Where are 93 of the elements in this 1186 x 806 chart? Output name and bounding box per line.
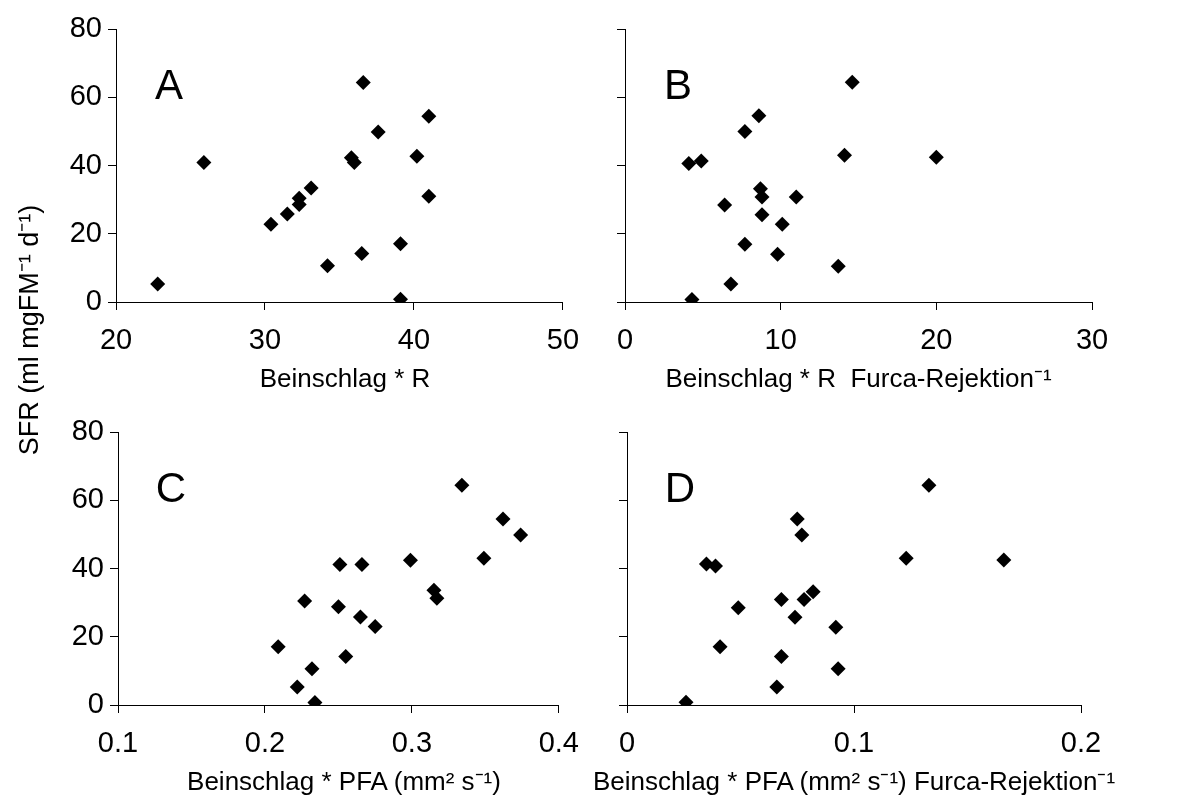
point bbox=[996, 552, 1012, 568]
point bbox=[263, 216, 279, 232]
point bbox=[737, 236, 753, 252]
annotation: A bbox=[154, 60, 184, 108]
point bbox=[196, 154, 212, 170]
point bbox=[367, 619, 383, 635]
point bbox=[844, 74, 860, 90]
point bbox=[429, 590, 445, 606]
y-axis-title: SFR (ml mgFM⁻¹ d⁻¹) bbox=[12, 204, 45, 456]
point bbox=[421, 188, 437, 204]
y-tick-label: 80 bbox=[71, 414, 104, 446]
x-axis-title: Beinschlag * PFA (mm² s⁻¹) bbox=[187, 766, 501, 796]
point bbox=[773, 592, 789, 608]
point bbox=[454, 477, 470, 493]
point bbox=[370, 124, 386, 140]
y-tick-label: 60 bbox=[69, 79, 102, 112]
point bbox=[513, 527, 529, 543]
point bbox=[304, 661, 320, 677]
point bbox=[393, 236, 409, 252]
point bbox=[354, 246, 370, 262]
point bbox=[270, 639, 286, 655]
point bbox=[402, 552, 418, 568]
x-tick-label: 40 bbox=[397, 323, 431, 356]
point bbox=[836, 147, 852, 163]
y-tick-label: 80 bbox=[69, 11, 102, 43]
y-tick-label: 20 bbox=[69, 215, 102, 248]
x-tick-label: 50 bbox=[546, 323, 579, 356]
point bbox=[794, 527, 810, 543]
point bbox=[769, 679, 785, 695]
point bbox=[830, 661, 846, 677]
point bbox=[796, 592, 812, 608]
point bbox=[928, 149, 944, 165]
x-tick-label: 10 bbox=[764, 323, 797, 356]
point bbox=[320, 258, 336, 274]
x-tick-label: 30 bbox=[1075, 323, 1109, 356]
x-tick-label: 20 bbox=[920, 323, 953, 356]
point bbox=[788, 189, 804, 205]
point bbox=[708, 558, 724, 574]
point bbox=[717, 197, 733, 213]
point bbox=[730, 600, 746, 616]
y-tick-label: 20 bbox=[71, 618, 104, 651]
point bbox=[723, 276, 739, 292]
x-tick-label: 0.4 bbox=[538, 726, 580, 759]
point bbox=[828, 619, 844, 635]
point bbox=[751, 108, 767, 124]
point bbox=[770, 246, 786, 262]
annotation: D bbox=[664, 463, 696, 511]
point bbox=[338, 649, 354, 665]
point bbox=[352, 609, 368, 625]
point bbox=[754, 207, 770, 223]
x-tick-label: 0.1 bbox=[97, 726, 139, 759]
y-tick-label: 40 bbox=[71, 550, 104, 583]
point bbox=[712, 639, 728, 655]
annotation: B bbox=[663, 60, 693, 108]
x-tick-label: 0.2 bbox=[1060, 726, 1102, 759]
annotation: C bbox=[155, 463, 187, 511]
x-tick-label: 0 bbox=[616, 323, 634, 356]
point bbox=[355, 75, 371, 91]
y-tick-label: 40 bbox=[69, 147, 102, 180]
point bbox=[787, 609, 803, 625]
x-tick-label: 30 bbox=[248, 323, 282, 356]
point bbox=[789, 511, 805, 527]
x-tick-label: 0.1 bbox=[833, 726, 875, 759]
point bbox=[421, 108, 437, 124]
x-axis-title: Beinschlag * PFA (mm² s⁻¹) Furca-Rejektion⁻¹ bbox=[592, 766, 1116, 796]
point bbox=[297, 593, 313, 609]
point bbox=[409, 148, 425, 164]
point bbox=[898, 550, 914, 566]
point bbox=[773, 649, 789, 665]
point bbox=[332, 556, 348, 572]
point bbox=[279, 206, 295, 222]
x-axis-title: Beinschlag * R bbox=[259, 363, 431, 393]
point bbox=[476, 550, 492, 566]
x-axis-title: Beinschlag * R Furca-Rejektion⁻¹ bbox=[665, 363, 1052, 393]
x-tick-label: 0.3 bbox=[391, 726, 433, 759]
x-tick-label: 0.2 bbox=[244, 726, 286, 759]
point bbox=[774, 216, 790, 232]
point bbox=[495, 511, 511, 527]
y-tick-label: 0 bbox=[85, 284, 102, 316]
point bbox=[693, 153, 709, 169]
x-tick-label: 0 bbox=[618, 726, 636, 759]
point bbox=[150, 276, 166, 292]
y-tick-label: 60 bbox=[71, 482, 104, 515]
point bbox=[830, 258, 846, 274]
y-tick-label: 0 bbox=[87, 687, 104, 719]
point bbox=[805, 584, 821, 600]
point bbox=[681, 155, 697, 171]
point bbox=[303, 180, 319, 196]
point bbox=[737, 123, 753, 139]
point bbox=[330, 599, 346, 615]
point bbox=[921, 477, 937, 493]
point bbox=[289, 679, 305, 695]
point bbox=[354, 556, 370, 572]
